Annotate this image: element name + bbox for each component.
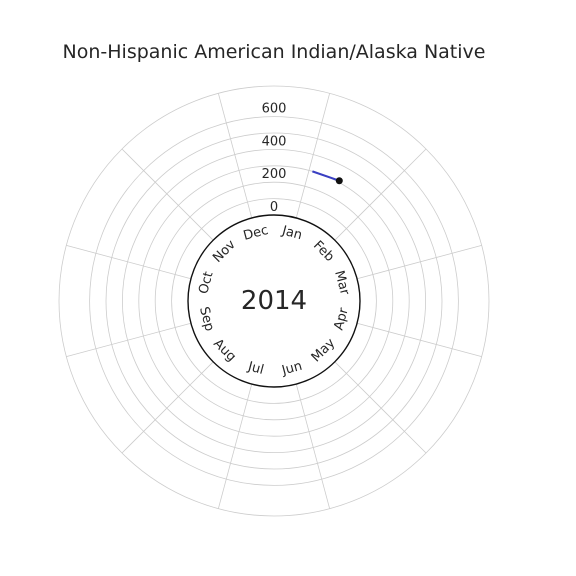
grid-circle — [105, 132, 443, 470]
grid-spoke — [334, 148, 427, 241]
month-label: Apr — [331, 306, 351, 332]
series-line — [312, 170, 340, 182]
grid-circle — [89, 116, 459, 486]
grid-spoke — [356, 244, 482, 280]
grid-spoke — [334, 361, 427, 454]
inner-axis-circle — [187, 214, 361, 388]
grid-spoke — [295, 93, 331, 219]
month-label: Sep — [196, 305, 217, 333]
year-label: 2014 — [241, 286, 307, 316]
grid-circle — [171, 198, 377, 404]
grid-spoke — [295, 383, 331, 509]
grid-layer — [58, 85, 490, 517]
chart-title: Non-Hispanic American Indian/Alaska Nati… — [63, 41, 486, 63]
current-point-marker — [335, 177, 343, 185]
radial-tick-label: 600 — [262, 102, 287, 117]
month-label: Jan — [280, 223, 304, 243]
grid-circle — [138, 165, 410, 437]
grid-circle — [154, 181, 394, 421]
radial-tick-label: 0 — [270, 200, 278, 215]
grid-spoke — [66, 322, 192, 358]
radial-tick-label: 400 — [262, 134, 287, 149]
grid-spoke — [121, 361, 214, 454]
month-label: Mar — [331, 269, 352, 297]
grid-spoke — [66, 244, 192, 280]
grid-circle-outer — [58, 85, 490, 517]
grid-circle — [121, 148, 427, 454]
month-label: Jun — [279, 359, 303, 379]
radial-tick-label: 200 — [262, 167, 287, 182]
radial-tick-labels: 0 200 400 600 — [262, 102, 287, 215]
data-layer — [312, 170, 343, 185]
grid-spoke — [121, 148, 214, 241]
month-label: Oct — [196, 270, 216, 296]
month-label: Jul — [245, 359, 265, 378]
grid-spoke — [217, 93, 253, 219]
month-label: Dec — [242, 223, 270, 244]
grid-spoke — [217, 383, 253, 509]
grid-spoke — [356, 322, 482, 358]
